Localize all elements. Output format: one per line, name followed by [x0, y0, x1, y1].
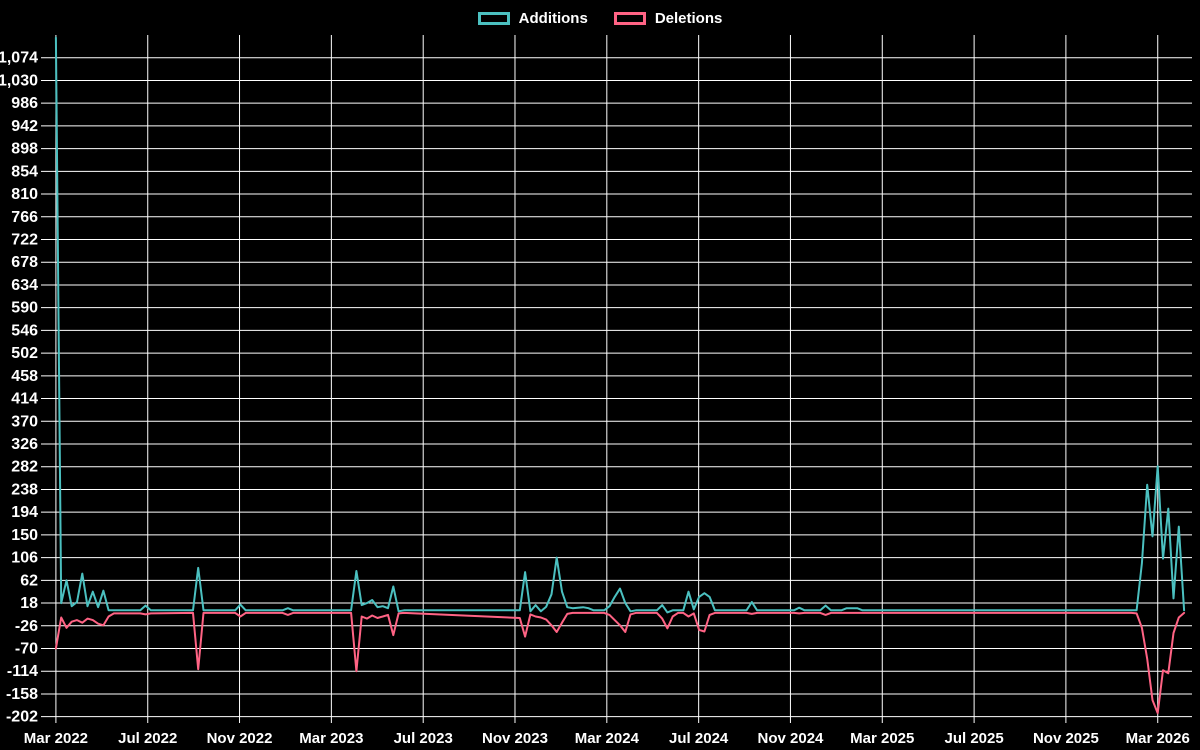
y-tick-label: 150	[11, 527, 38, 544]
y-tick-label: 62	[20, 572, 38, 589]
y-tick-label: -202	[6, 709, 38, 726]
x-tick-label: Jul 2023	[394, 730, 453, 747]
y-tick-label: 942	[11, 118, 38, 135]
x-tick-label: Mar 2025	[850, 730, 914, 747]
y-tick-label: 282	[11, 459, 38, 476]
deletions-line	[54, 611, 1186, 715]
legend-item-additions[interactable]: Additions	[477, 9, 588, 27]
legend-item-deletions[interactable]: Deletions	[613, 9, 723, 27]
y-tick-label: 18	[20, 595, 38, 612]
y-tick-label: 1,074	[0, 50, 38, 67]
x-tick-label: Mar 2023	[299, 730, 363, 747]
y-tick-label: 854	[11, 163, 38, 180]
x-tick-label: Jul 2025	[945, 730, 1004, 747]
y-tick-label: 810	[11, 186, 38, 203]
y-tick-label: 722	[11, 232, 38, 249]
chart-legend: Additions Deletions	[0, 7, 1200, 29]
x-tick-label: Nov 2025	[1033, 730, 1099, 747]
additions-line	[54, 36, 1186, 614]
y-tick-label: 370	[11, 413, 38, 430]
y-tick-label: 590	[11, 300, 38, 317]
y-tick-label: -70	[15, 641, 38, 658]
y-tick-label: 1,030	[0, 72, 38, 89]
y-tick-label: 678	[11, 254, 38, 271]
deletions-swatch-icon	[613, 11, 646, 25]
x-tick-label: Jul 2022	[118, 730, 177, 747]
y-tick-label: 986	[11, 95, 38, 112]
x-tick-label: Mar 2026	[1126, 730, 1190, 747]
y-tick-label: 238	[11, 481, 38, 498]
legend-label-additions: Additions	[518, 9, 588, 27]
x-tick-label: Mar 2022	[24, 730, 88, 747]
x-tick-label: Nov 2023	[482, 730, 548, 747]
y-tick-label: -158	[6, 686, 38, 703]
y-tick-label: 634	[11, 277, 38, 294]
y-tick-label: 898	[11, 141, 38, 158]
y-tick-label: 502	[11, 345, 38, 362]
y-tick-label: 326	[11, 436, 38, 453]
y-tick-label: 106	[11, 550, 38, 567]
x-tick-label: Nov 2022	[207, 730, 273, 747]
y-tick-label: 414	[11, 391, 38, 408]
y-tick-label: -114	[7, 663, 38, 680]
y-tick-label: 766	[11, 209, 38, 226]
x-tick-label: Nov 2024	[758, 730, 825, 747]
additions-swatch-icon	[477, 11, 510, 25]
x-tick-label: Jul 2024	[669, 730, 729, 747]
x-tick-label: Mar 2024	[575, 730, 640, 747]
legend-label-deletions: Deletions	[654, 9, 723, 27]
y-tick-label: 546	[11, 322, 38, 339]
y-tick-label: -26	[15, 618, 38, 635]
y-tick-label: 458	[11, 368, 38, 385]
y-tick-label: 194	[11, 504, 38, 521]
